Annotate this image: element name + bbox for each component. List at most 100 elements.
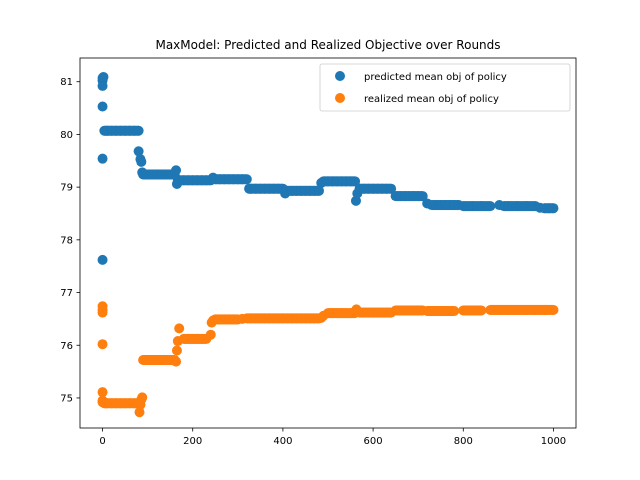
data-run bbox=[134, 125, 139, 136]
data-run bbox=[346, 308, 351, 319]
data-run bbox=[287, 185, 292, 196]
data-run bbox=[332, 308, 338, 319]
data-run bbox=[337, 176, 342, 187]
data-run bbox=[454, 200, 459, 211]
x-tick-label: 0 bbox=[99, 436, 105, 447]
data-run bbox=[314, 313, 319, 324]
data-run bbox=[224, 314, 229, 325]
data-run bbox=[418, 305, 423, 316]
data-run bbox=[548, 203, 554, 214]
data-run bbox=[544, 304, 554, 315]
data-run bbox=[170, 355, 175, 366]
data-point bbox=[136, 156, 147, 167]
x-tick-label: 400 bbox=[273, 436, 292, 447]
data-run bbox=[377, 307, 383, 318]
data-run bbox=[264, 313, 270, 324]
data-run bbox=[332, 176, 338, 187]
data-run bbox=[120, 398, 126, 409]
data-run bbox=[291, 185, 297, 196]
data-run bbox=[296, 185, 301, 196]
data-run bbox=[328, 176, 333, 187]
data-run bbox=[418, 191, 423, 202]
data-run bbox=[116, 125, 121, 136]
data-run bbox=[161, 169, 166, 180]
data-run bbox=[328, 308, 333, 319]
data-run bbox=[544, 203, 549, 214]
x-tick-label: 600 bbox=[364, 436, 383, 447]
legend-marker-predicted bbox=[335, 71, 345, 81]
data-run bbox=[192, 175, 198, 186]
data-run bbox=[386, 307, 392, 318]
data-run bbox=[368, 183, 374, 194]
data-run bbox=[273, 313, 279, 324]
data-run bbox=[228, 314, 234, 325]
data-run bbox=[346, 176, 351, 187]
data-run bbox=[341, 308, 347, 319]
data-point bbox=[97, 254, 108, 265]
data-point bbox=[137, 392, 148, 403]
y-tick-label: 81 bbox=[60, 77, 73, 88]
data-run bbox=[323, 176, 328, 187]
data-run bbox=[107, 125, 112, 136]
y-tick-label: 76 bbox=[60, 341, 73, 352]
data-run bbox=[364, 307, 369, 318]
data-run bbox=[300, 185, 306, 196]
data-run bbox=[255, 313, 261, 324]
data-run bbox=[296, 313, 301, 324]
data-run bbox=[197, 333, 202, 344]
data-run bbox=[436, 305, 446, 316]
data-run bbox=[291, 313, 297, 324]
data-point bbox=[134, 407, 145, 418]
data-run bbox=[249, 183, 252, 194]
data-run bbox=[125, 398, 130, 409]
data-run bbox=[472, 305, 482, 316]
data-run bbox=[134, 398, 139, 409]
data-run bbox=[233, 314, 238, 325]
data-run bbox=[188, 175, 193, 186]
data-run bbox=[215, 174, 220, 185]
data-point bbox=[97, 101, 108, 112]
data-run bbox=[364, 183, 369, 194]
data-run bbox=[165, 169, 171, 180]
data-run bbox=[237, 174, 243, 185]
data-point bbox=[171, 345, 182, 356]
data-run bbox=[129, 125, 135, 136]
data-run bbox=[395, 305, 401, 316]
data-run bbox=[269, 183, 274, 194]
x-tick-label: 1000 bbox=[541, 436, 566, 447]
data-run bbox=[508, 201, 518, 212]
data-run bbox=[400, 191, 405, 202]
data-run bbox=[309, 313, 315, 324]
data-run bbox=[273, 183, 279, 194]
legend-label-predicted: predicted mean obj of policy bbox=[364, 72, 507, 83]
data-run bbox=[111, 398, 117, 409]
data-run bbox=[143, 169, 148, 180]
data-run bbox=[373, 307, 378, 318]
data-run bbox=[368, 307, 374, 318]
data-run bbox=[382, 183, 387, 194]
data-run bbox=[526, 201, 536, 212]
plot-area bbox=[80, 58, 576, 428]
data-run bbox=[386, 183, 392, 194]
data-run bbox=[242, 174, 247, 185]
y-tick-label: 79 bbox=[60, 183, 73, 194]
data-point bbox=[97, 387, 108, 398]
data-run bbox=[206, 175, 211, 186]
data-run bbox=[535, 304, 545, 315]
data-run bbox=[490, 304, 500, 315]
data-run bbox=[125, 125, 130, 136]
data-run bbox=[409, 191, 414, 202]
data-run bbox=[107, 398, 112, 409]
data-run bbox=[300, 313, 306, 324]
data-run bbox=[201, 333, 207, 344]
data-run bbox=[359, 307, 365, 318]
data-run bbox=[309, 185, 315, 196]
data-point bbox=[350, 195, 361, 206]
data-run bbox=[314, 185, 319, 196]
data-run bbox=[260, 183, 265, 194]
plot-frame bbox=[79, 57, 577, 429]
data-run bbox=[165, 355, 171, 366]
data-run bbox=[106, 125, 108, 136]
data-run bbox=[427, 305, 437, 316]
